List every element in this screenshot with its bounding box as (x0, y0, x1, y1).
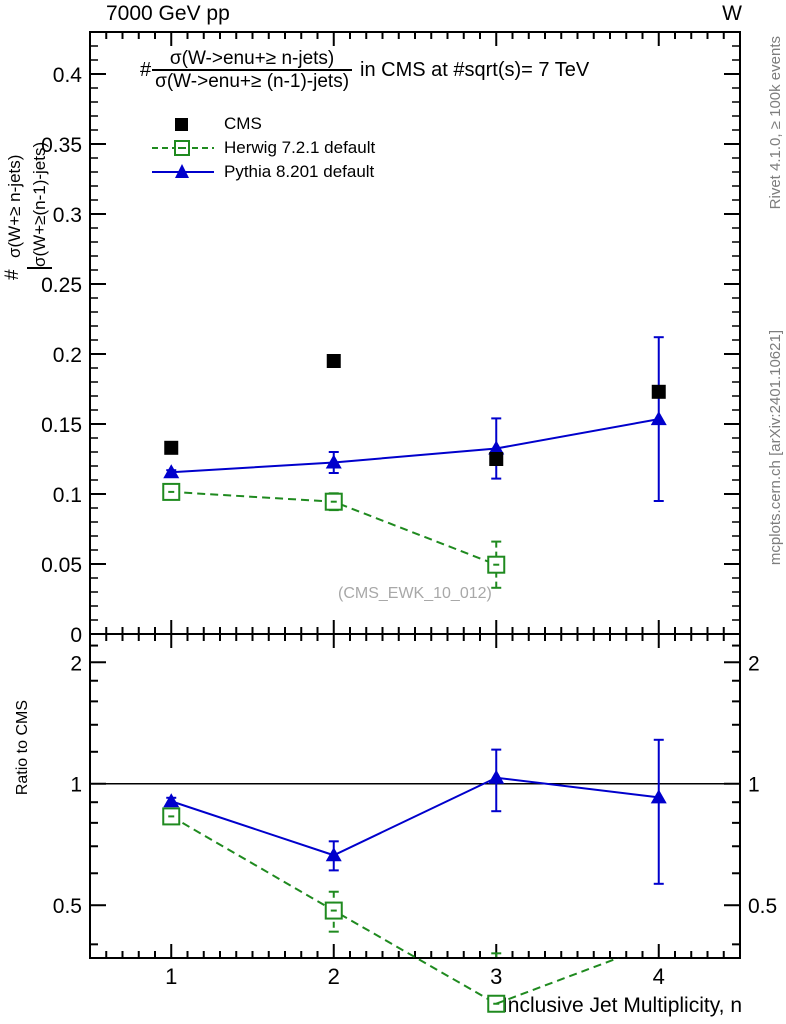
pythia-ratio-point (488, 769, 505, 784)
cms-marker-icon (152, 113, 214, 135)
y-tick-label: 0.1 (53, 484, 82, 507)
analysis-id-watermark: (CMS_EWK_10_012) (338, 585, 492, 602)
cms-data-point (651, 384, 666, 399)
herwig-ratio-tail (495, 957, 619, 1005)
herwig-marker-icon (152, 137, 214, 159)
y-tick-label: 0.25 (41, 274, 82, 297)
legend-item-herwig[interactable]: Herwig 7.2.1 default (152, 136, 375, 160)
legend-item-cms[interactable]: CMS (152, 112, 375, 136)
y-tick-label: 0.3 (53, 204, 82, 227)
y-tick-label: 0.4 (53, 64, 83, 87)
x-tick-label: 2 (328, 964, 340, 989)
cms-data-point (326, 354, 341, 368)
x-axis-title: Inclusive Jet Multiplicity, n (501, 994, 742, 1017)
legend-label-herwig: Herwig 7.2.1 default (224, 138, 376, 157)
ratio-y-tick-label: 0.5 (53, 895, 82, 918)
pythia-ratio-point (650, 789, 667, 804)
x-tick-label: 3 (490, 964, 502, 989)
ratio-y-tick-label: 1 (70, 774, 82, 797)
pythia-data-point (488, 440, 505, 455)
pythia-line (171, 418, 659, 474)
pythia-marker-icon (152, 161, 214, 183)
plot-title: # σ(W->enu+≥ n-jets) σ(W->enu+≥ (n-1)-je… (140, 48, 589, 93)
pythia-ratio-point (325, 847, 342, 862)
ratio-y-tick-label-right: 2 (748, 652, 760, 675)
ratio-y-tick-label-right: 1 (748, 774, 760, 797)
pythia-data-point (163, 464, 180, 479)
y-tick-label: 0.05 (41, 554, 82, 577)
plot-title-prefix: # (140, 58, 152, 81)
process-label: W (722, 2, 742, 25)
x-tick-label: 1 (165, 964, 177, 989)
pythia-ratio-point (163, 793, 180, 808)
y-tick-label: 0 (70, 624, 82, 647)
plot-title-denominator: σ(W->enu+≥ (n-1)-jets) (152, 69, 353, 92)
beam-energy-label: 7000 GeV pp (106, 2, 230, 25)
cms-data-point (489, 452, 504, 466)
y-tick-label: 0.35 (41, 134, 82, 157)
pythia-data-point (650, 411, 667, 426)
legend-label-cms: CMS (224, 114, 262, 133)
plot-title-numerator: σ(W->enu+≥ n-jets) (169, 48, 335, 69)
pythia-ratio-line (170, 776, 659, 857)
ratio-y-tick-label: 2 (70, 652, 82, 675)
cms-data-point (164, 440, 179, 455)
main-panel-frame (89, 31, 741, 635)
x-tick-label: 4 (653, 964, 665, 989)
legend: CMS Herwig 7.2.1 default Pythia 8.201 de… (152, 112, 375, 184)
y-tick-label: 0.2 (53, 344, 82, 367)
plot-title-fraction: σ(W->enu+≥ n-jets) σ(W->enu+≥ (n-1)-jets… (152, 48, 353, 93)
y-tick-label: 0.15 (41, 414, 82, 437)
plot-title-suffix: in CMS at #sqrt(s)= 7 TeV (360, 58, 590, 81)
pythia-data-point (325, 454, 342, 469)
legend-label-pythia: Pythia 8.201 default (224, 162, 375, 181)
ratio-y-tick-label-right: 0.5 (748, 895, 777, 918)
legend-item-pythia[interactable]: Pythia 8.201 default (152, 160, 375, 184)
